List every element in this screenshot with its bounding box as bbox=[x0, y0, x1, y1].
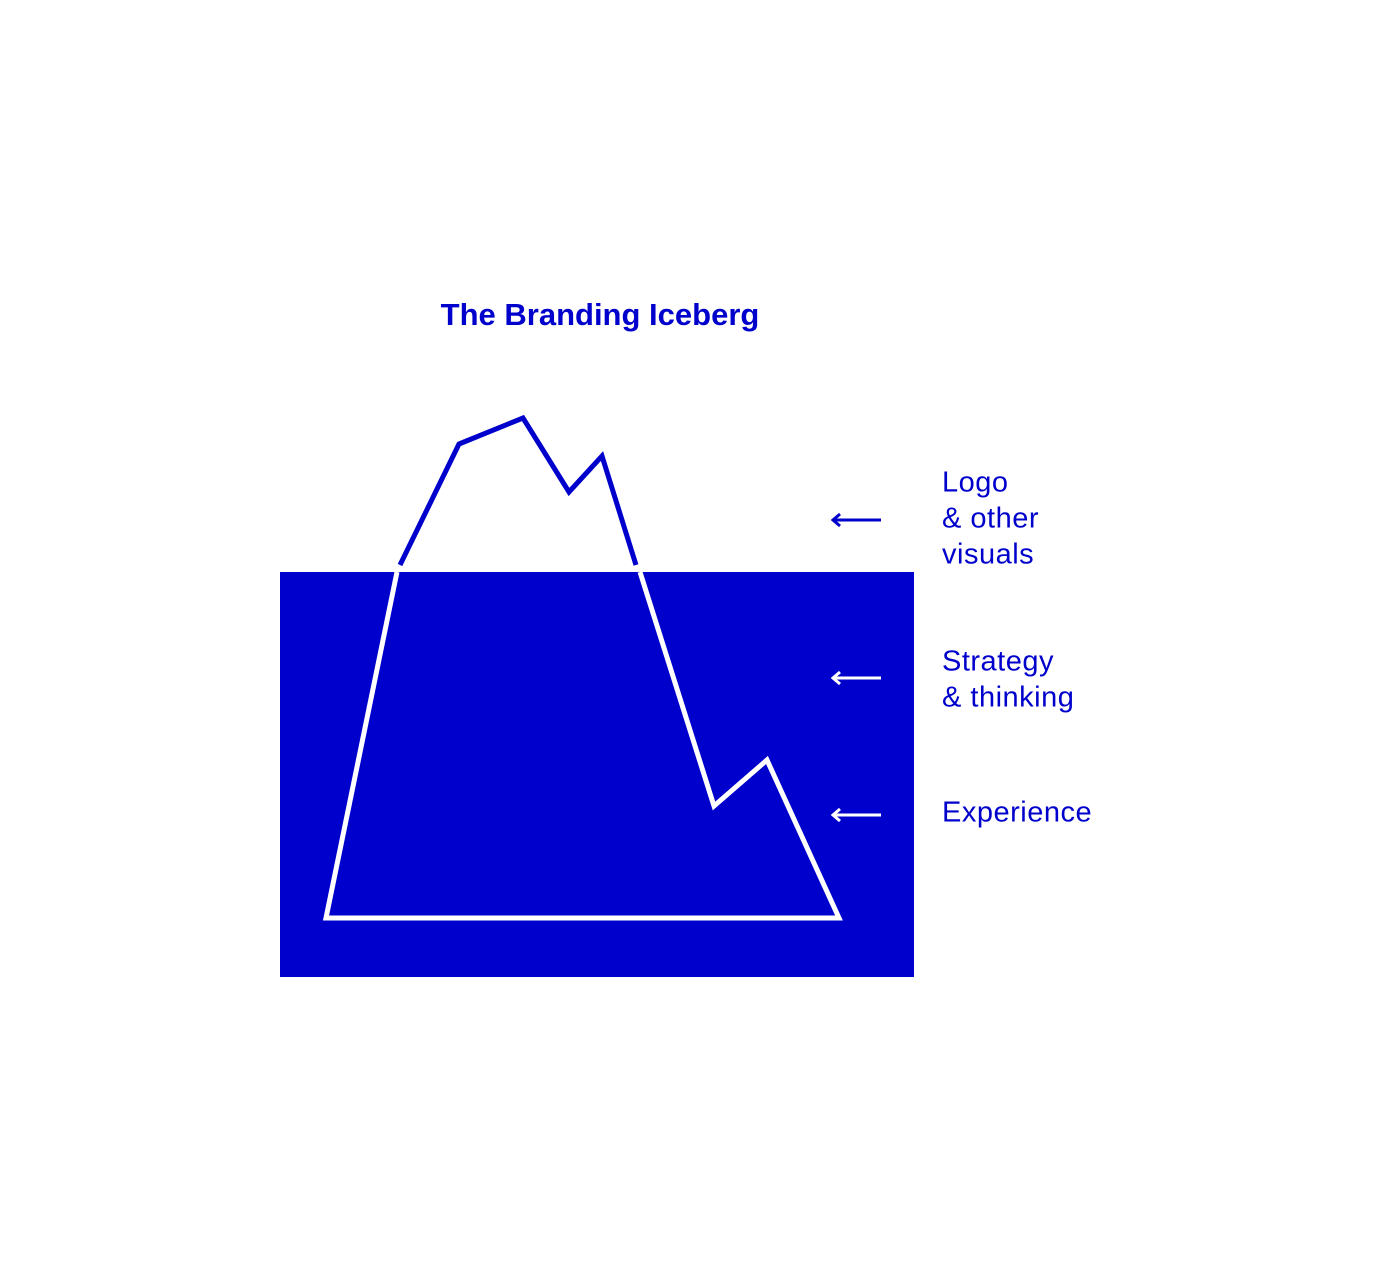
iceberg-base bbox=[322, 571, 843, 921]
arrow bbox=[830, 512, 881, 528]
label-line: visuals bbox=[942, 539, 1034, 571]
title: The Branding Iceberg bbox=[441, 297, 760, 332]
arrow bbox=[830, 670, 881, 686]
iceberg-tip bbox=[397, 414, 639, 567]
label-line: & thinking bbox=[942, 682, 1074, 714]
label-line: Logo bbox=[942, 467, 1009, 499]
label-line: Experience bbox=[942, 797, 1092, 829]
labels: Logo & other visuals Strategy & thinking Expe… bbox=[942, 467, 1092, 829]
label-line: & other bbox=[942, 503, 1039, 535]
label-line: Strategy bbox=[942, 646, 1054, 678]
arrow bbox=[830, 807, 881, 823]
